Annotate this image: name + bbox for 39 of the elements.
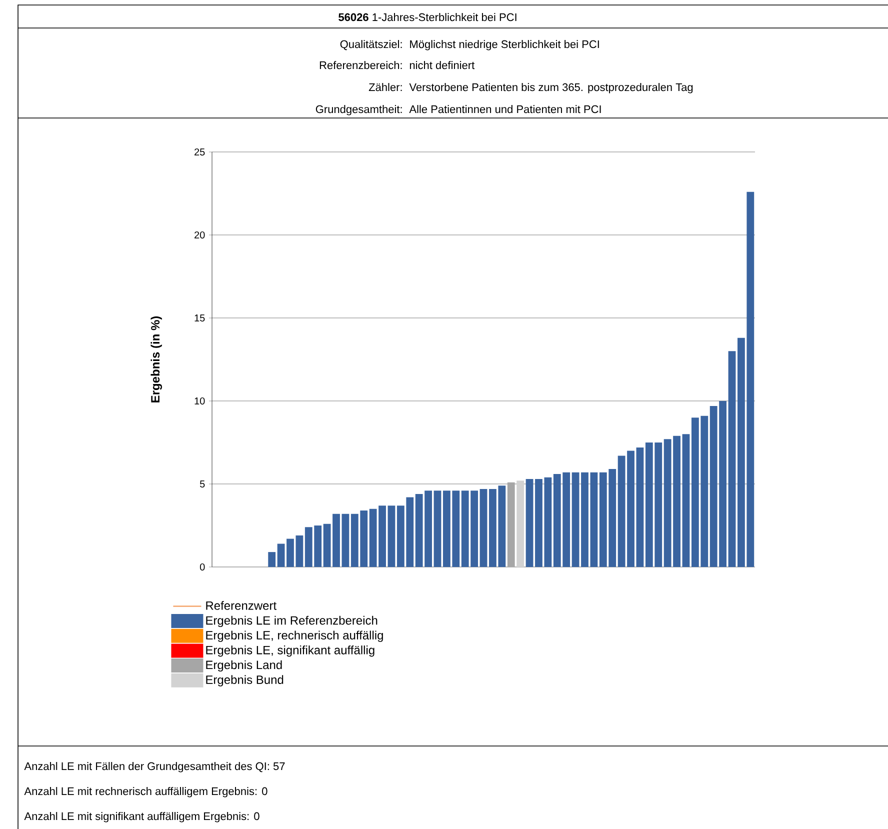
bar (342, 514, 350, 567)
bar (581, 472, 588, 567)
bar (526, 479, 534, 567)
legend-label: Ergebnis Bund (206, 675, 284, 686)
y-tick-label: 0 (200, 563, 205, 571)
y-axis-title: Ergebnis (in %) (150, 316, 162, 402)
bar (636, 447, 644, 567)
legend-label: Referenzwert (206, 601, 276, 610)
text: Anzahl LE mit Fällen der Grundgesamtheit des QI: 57 (24, 762, 285, 772)
bar (277, 544, 285, 567)
legend-label: Ergebnis Land (206, 660, 282, 672)
text: Referenzbereich: (320, 61, 402, 70)
chart-title: 56026 1-Jahres-Sterblichkeit bei PCI (338, 13, 516, 22)
y-tick-label: 5 (200, 480, 205, 488)
bar (682, 434, 690, 567)
bar (516, 480, 524, 567)
legend-label: Ergebnis LE, signifikant auffällig (206, 646, 374, 657)
text: Anzahl LE mit rechnerisch auffälligem Ergebnis: 0 (24, 787, 268, 798)
text: nicht definiert (410, 61, 475, 70)
bar (728, 351, 736, 567)
bar (434, 490, 442, 567)
y-tick-label: 10 (194, 397, 205, 405)
text: Anzahl LE mit signifikant auffälligem Ergebnis: 0 (24, 812, 260, 822)
text: Möglichst niedrige Sterblichkeit bei PCI (410, 40, 599, 50)
legend-label: Ergebnis LE im Referenzbereich (206, 616, 378, 628)
text: Alle Patientinnen und Patienten mit PCI (409, 105, 601, 114)
y-tick-label: 20 (194, 231, 205, 239)
bar (572, 472, 580, 567)
text: Qualitätsziel: (340, 40, 402, 50)
bar (480, 488, 488, 567)
y-tick-label: 25 (194, 148, 205, 156)
bar (388, 506, 396, 567)
legend-label: Ergebnis LE, rechnerisch auffällig (206, 630, 383, 642)
bar (590, 472, 598, 567)
bar (268, 552, 276, 567)
y-tick-label: 15 (194, 314, 205, 322)
text: Grundgesamtheit: (316, 105, 402, 116)
text: Verstorbene Patienten bis zum 365. postprozeduralen Tag (409, 83, 693, 94)
text: Zähler: (368, 83, 402, 92)
